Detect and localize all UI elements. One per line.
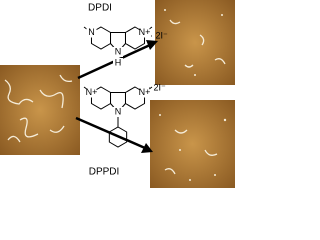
afm-top-right bbox=[155, 0, 235, 85]
afm-bottom-right bbox=[150, 100, 235, 188]
atom-label: N+ bbox=[86, 87, 98, 97]
atom-label: N bbox=[115, 46, 122, 56]
phenyl bbox=[108, 126, 128, 148]
atom-label: H bbox=[115, 57, 122, 67]
afm-strands bbox=[4, 19, 226, 175]
atom-bg bbox=[86, 87, 97, 98]
atom-label: N bbox=[88, 27, 95, 37]
atom-bg bbox=[86, 27, 97, 38]
atom-label: N bbox=[115, 106, 122, 116]
counterion: · 2I⁻ bbox=[148, 82, 166, 92]
atom-bg bbox=[113, 47, 123, 57]
atom-label: N+ bbox=[139, 87, 151, 97]
atom-bg bbox=[139, 87, 150, 98]
afm-left bbox=[0, 65, 80, 155]
atom-label: N+ bbox=[139, 27, 151, 37]
atom-bg bbox=[139, 27, 150, 38]
afm-images bbox=[0, 0, 235, 188]
atom-bg bbox=[113, 107, 123, 117]
counterion: · 2I⁻ bbox=[150, 30, 168, 40]
compound-name: DPDI bbox=[88, 3, 112, 14]
afm-dots bbox=[159, 9, 227, 181]
compound-name: DPPDI bbox=[89, 167, 120, 178]
atom-bg bbox=[113, 58, 123, 68]
